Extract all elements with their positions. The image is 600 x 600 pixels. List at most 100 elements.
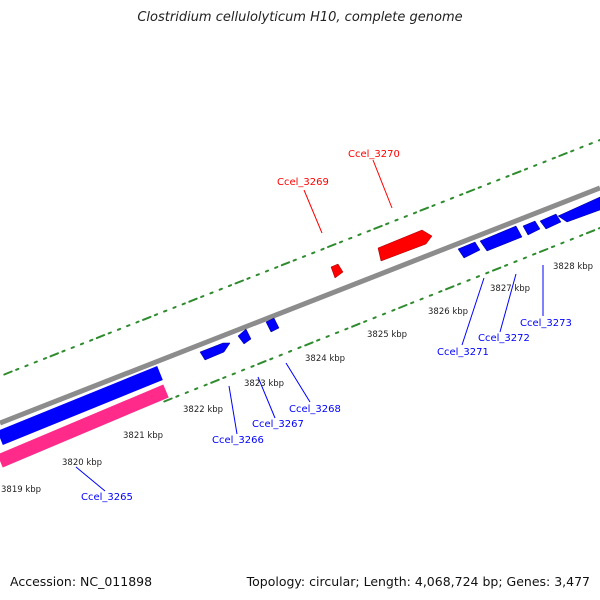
- outer-tick: [24, 364, 29, 368]
- outer-tick: [373, 224, 383, 230]
- outer-tick: [70, 346, 75, 349]
- inner-tick: [297, 346, 302, 350]
- outer-tick: [274, 266, 279, 269]
- inner-tick: [334, 331, 340, 335]
- inner-tick: [222, 376, 227, 379]
- outer-tick: [311, 251, 316, 255]
- gene-labels: Ccel_3265 Ccel_3266 Ccel_3267 Ccel_3268 …: [81, 149, 572, 503]
- inner-tick: [363, 320, 368, 323]
- outer-tick: [95, 334, 106, 340]
- outer-tick: [209, 291, 214, 295]
- gene-arrow-ccel-3270: [377, 229, 433, 262]
- outer-tick: [227, 284, 233, 288]
- outer-tick: [264, 269, 270, 273]
- outer-tick: [33, 360, 38, 364]
- gene-arrow-ccel-3267: [237, 328, 252, 345]
- inner-tick: [381, 312, 387, 316]
- inner-tick: [428, 293, 434, 297]
- feature-bands: [0, 366, 169, 468]
- outer-tick: [357, 233, 362, 237]
- inner-tick: [438, 290, 443, 293]
- inner-tick: [410, 301, 415, 305]
- inner-tick: [579, 234, 584, 237]
- inner-tick: [203, 383, 208, 387]
- leader-ccel-3272: [499, 273, 517, 333]
- outer-tick: [570, 149, 575, 153]
- inner-tick: [550, 245, 556, 249]
- gene-label-ccel-3270: Ccel_3270: [348, 149, 400, 160]
- leader-ccel-3266: [228, 385, 238, 435]
- backbone: [0, 185, 600, 426]
- outer-tick: [49, 352, 59, 358]
- outer-tick: [246, 276, 251, 280]
- inner-tick: [163, 397, 173, 403]
- outer-tick-track: [3, 138, 600, 376]
- inner-tick: [419, 297, 424, 301]
- gene-arrow-ccel-3272b: [522, 220, 541, 236]
- outer-tick: [301, 255, 307, 258]
- outer-tick: [477, 185, 482, 189]
- scale-label: 3820 kbp: [62, 458, 102, 468]
- outer-tick: [558, 152, 568, 157]
- outer-tick: [255, 273, 260, 277]
- inner-tick: [538, 248, 549, 253]
- inner-tick: [457, 282, 462, 286]
- outer-tick: [142, 315, 152, 321]
- scale-label: 3823 kbp: [244, 379, 284, 389]
- scale-label: 3821 kbp: [123, 431, 163, 441]
- gene-label-ccel-3266: Ccel_3266: [212, 435, 264, 446]
- inner-tick: [241, 368, 246, 372]
- inner-tick: [269, 357, 274, 361]
- outer-tick: [153, 313, 159, 317]
- outer-tick: [200, 295, 205, 298]
- inner-tick: [485, 271, 490, 275]
- gene-label-ccel-3273: Ccel_3273: [520, 318, 572, 329]
- inner-tick: [278, 353, 283, 357]
- gene-label-ccel-3271: Ccel_3271: [437, 347, 489, 358]
- inner-tick: [391, 308, 396, 312]
- leader-ccel-3265: [75, 466, 106, 492]
- gene-label-ccel-3272: Ccel_3272: [478, 333, 530, 344]
- outer-tick: [61, 349, 66, 353]
- inner-tick: [522, 256, 527, 260]
- scale-label: 3825 kbp: [367, 330, 407, 340]
- leader-ccel-3268: [285, 362, 311, 403]
- inner-tick: [304, 341, 314, 347]
- scale-label: 3824 kbp: [305, 354, 345, 364]
- inner-tick: [288, 349, 293, 353]
- leader-ccel-3269: [303, 189, 323, 234]
- outer-tick: [419, 206, 429, 212]
- gene-label-ccel-3265: Ccel_3265: [81, 492, 133, 503]
- inner-tick: [231, 372, 236, 376]
- outer-tick: [3, 370, 13, 376]
- gene-arrow-ccel-3268: [265, 317, 280, 333]
- outer-tick: [234, 279, 244, 285]
- inner-tick: [316, 338, 321, 342]
- label-leader-lines: [75, 159, 544, 492]
- scale-label: 3822 kbp: [183, 405, 223, 415]
- outer-tick: [533, 164, 538, 167]
- outer-tick: [116, 327, 122, 331]
- inner-tick: [184, 391, 189, 394]
- inner-tick: [325, 335, 330, 338]
- gene-features: [199, 196, 600, 361]
- accession-text: Accession: NC_011898: [10, 574, 153, 589]
- outer-tick: [320, 247, 325, 251]
- outer-tick: [385, 222, 390, 226]
- outer-tick: [542, 160, 547, 164]
- outer-tick: [172, 306, 177, 309]
- inner-tick: [398, 304, 408, 309]
- gene-arrow-ccel-3273a: [539, 213, 562, 230]
- inner-tick: [560, 241, 565, 245]
- outer-tick: [89, 338, 94, 342]
- gene-arrow-ccel-3271: [457, 241, 481, 259]
- inner-tick: [504, 263, 509, 267]
- leader-ccel-3267: [257, 376, 276, 419]
- gene-arrow-ccel-3272a: [479, 225, 523, 252]
- outer-tick: [449, 196, 455, 200]
- outer-tick: [79, 342, 85, 346]
- gene-arrow-ccel-3266: [199, 342, 231, 361]
- inner-tick: [351, 322, 361, 328]
- leader-ccel-3270: [372, 159, 393, 209]
- outer-tick: [292, 258, 297, 262]
